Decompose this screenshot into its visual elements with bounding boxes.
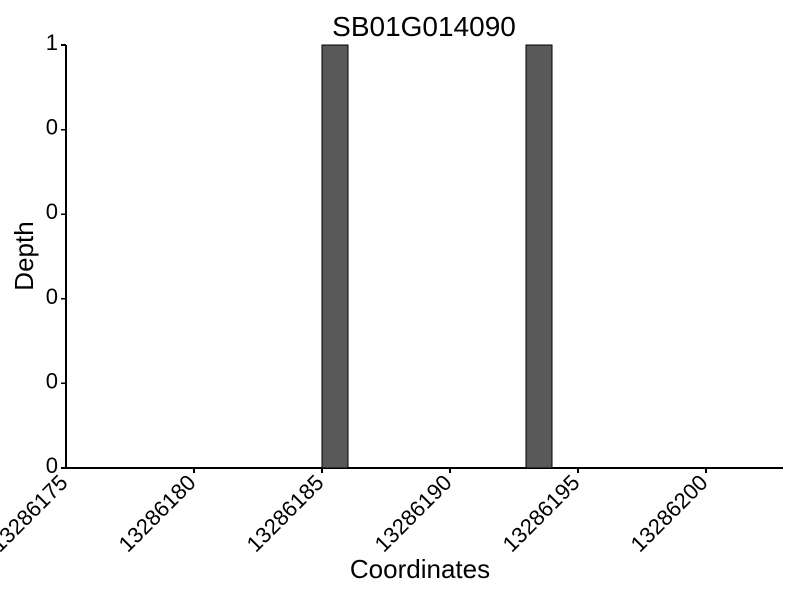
svg-text:0: 0 [46,115,58,140]
svg-text:13286180: 13286180 [114,470,201,557]
svg-text:Depth: Depth [9,221,39,290]
svg-text:Coordinates: Coordinates [350,554,490,584]
svg-text:1: 1 [46,30,58,55]
svg-text:13286195: 13286195 [498,470,585,557]
svg-text:0: 0 [46,199,58,224]
svg-text:13286200: 13286200 [626,470,713,557]
svg-text:13286175: 13286175 [0,470,73,557]
svg-text:13286190: 13286190 [370,470,457,557]
svg-text:0: 0 [46,368,58,393]
svg-text:0: 0 [46,284,58,309]
svg-text:SB01G014090: SB01G014090 [332,11,516,42]
svg-text:13286185: 13286185 [242,470,329,557]
